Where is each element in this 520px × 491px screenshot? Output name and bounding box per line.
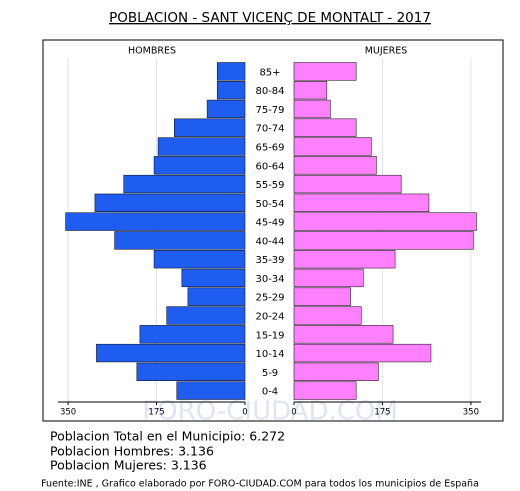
y-tick-label: 10-14 xyxy=(255,349,284,360)
bar xyxy=(176,381,246,400)
y-tick-label: 60-64 xyxy=(255,161,284,172)
bar xyxy=(293,62,357,81)
x-tick-label: 350 xyxy=(463,408,479,418)
bar xyxy=(173,118,246,137)
bar xyxy=(123,174,246,194)
y-tick-label: 55-59 xyxy=(255,180,284,191)
bar xyxy=(65,212,246,231)
y-tick-label: 75-79 xyxy=(255,105,284,116)
bar xyxy=(293,325,394,344)
bar xyxy=(94,193,246,212)
bar xyxy=(293,137,372,156)
bar xyxy=(293,381,357,400)
annotation: Poblacion Hombres: 3.136 xyxy=(50,444,214,459)
bar xyxy=(293,212,477,231)
chart-title: POBLACION - SANT VICENÇ DE MONTALT - 201… xyxy=(109,10,431,26)
annotation: Poblacion Total en el Municipio: 6.272 xyxy=(50,429,285,444)
y-tick-label: 40-44 xyxy=(255,236,284,247)
y-tick-label: 30-34 xyxy=(255,274,284,285)
bar xyxy=(181,268,246,288)
bar xyxy=(293,193,430,212)
x-tick-label: 175 xyxy=(374,408,390,418)
bar xyxy=(293,362,379,381)
bar xyxy=(216,81,246,100)
bar xyxy=(293,268,364,288)
bar xyxy=(293,99,331,119)
bar xyxy=(293,231,474,250)
y-tick-label: 70-74 xyxy=(255,124,284,135)
x-tick-label: 0 xyxy=(242,408,247,418)
bar xyxy=(136,362,246,381)
y-tick-label: 20-24 xyxy=(255,312,284,323)
bar xyxy=(293,81,328,100)
y-tick-label: 80-84 xyxy=(255,86,284,97)
x-tick-label: 0 xyxy=(291,408,296,418)
watermark: FORO-CIUDAD.COM xyxy=(142,397,398,427)
bar xyxy=(293,343,432,363)
source: Fuente:INE , Grafico elaborado por FORO-… xyxy=(41,479,479,490)
bar xyxy=(293,174,402,194)
bar xyxy=(153,156,246,175)
x-tick-label: 175 xyxy=(148,408,164,418)
y-tick-label: 45-49 xyxy=(255,218,284,229)
bar xyxy=(166,306,246,325)
y-tick-label: 50-54 xyxy=(255,199,284,210)
x-tick-label: 350 xyxy=(60,408,76,418)
bar xyxy=(157,137,246,156)
y-tick-label: 35-39 xyxy=(255,255,284,266)
bar xyxy=(293,306,362,325)
bar xyxy=(293,156,377,175)
bar xyxy=(293,118,357,137)
y-tick-label: 85+ xyxy=(259,67,280,78)
y-tick-label: 25-29 xyxy=(255,293,284,304)
legend-hombres: HOMBRES xyxy=(128,46,176,57)
bar xyxy=(293,287,351,306)
y-tick-label: 0-4 xyxy=(262,387,278,398)
y-tick-label: 65-69 xyxy=(255,143,284,154)
bar xyxy=(187,287,246,306)
bar xyxy=(153,250,246,269)
y-tick-label: 15-19 xyxy=(255,330,284,341)
bar xyxy=(216,62,246,81)
legend-mujeres: MUJERES xyxy=(365,46,408,57)
bar xyxy=(206,99,246,119)
plot-frame xyxy=(42,39,504,422)
bar xyxy=(96,343,246,363)
bar xyxy=(293,250,396,269)
bar xyxy=(114,231,246,250)
bar xyxy=(139,325,246,344)
y-tick-label: 5-9 xyxy=(262,368,278,379)
annotation: Poblacion Mujeres: 3.136 xyxy=(50,458,207,473)
